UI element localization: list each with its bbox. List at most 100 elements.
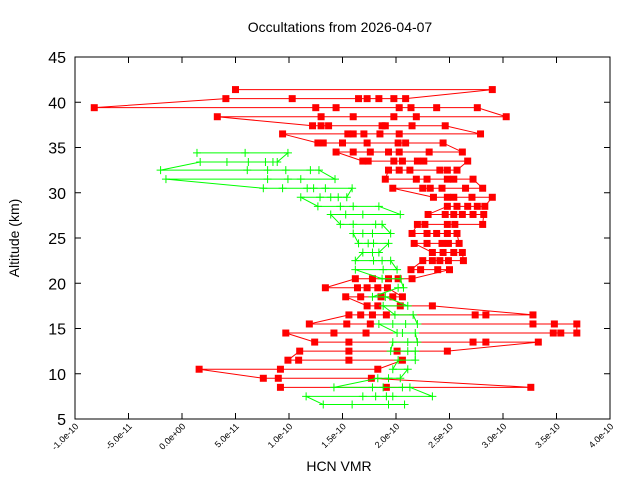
data-point	[429, 193, 437, 201]
data-point	[374, 365, 382, 373]
data-point	[296, 347, 304, 355]
data-point	[351, 265, 360, 274]
data-point	[196, 157, 205, 166]
data-point	[329, 383, 338, 392]
data-point	[390, 157, 398, 165]
data-point	[232, 86, 239, 94]
x-tick-label: 4.0e-10	[587, 421, 616, 450]
x-tick-label: 0.0e+00	[157, 421, 187, 451]
data-point	[276, 365, 284, 373]
data-point	[384, 374, 393, 383]
plot-border	[74, 56, 611, 420]
data-point	[406, 166, 414, 174]
data-point	[349, 229, 358, 238]
series-line	[160, 152, 433, 406]
data-point	[479, 184, 487, 192]
data-point	[573, 329, 581, 337]
data-point	[339, 139, 346, 147]
x-tick-label: 2.0e-10	[373, 421, 402, 450]
data-point	[443, 166, 451, 174]
data-point	[443, 175, 451, 183]
data-point	[413, 220, 421, 228]
data-point	[319, 139, 327, 147]
data-point	[462, 184, 470, 192]
data-point	[351, 275, 359, 283]
data-point	[349, 130, 357, 138]
data-point	[464, 157, 472, 165]
data-point	[363, 139, 371, 147]
data-point	[368, 248, 377, 257]
data-point	[334, 193, 343, 202]
y-tick-label: 10	[48, 367, 66, 384]
data-point	[482, 311, 490, 319]
data-point	[398, 293, 406, 301]
data-point	[388, 365, 397, 374]
data-point	[438, 184, 446, 192]
data-point	[349, 148, 357, 156]
data-point	[480, 210, 488, 218]
data-point	[394, 356, 403, 365]
data-point	[368, 275, 376, 283]
data-point	[311, 338, 319, 346]
data-point	[464, 202, 472, 210]
data-point	[366, 148, 374, 156]
data-point	[573, 320, 581, 328]
data-point	[450, 175, 458, 183]
data-point	[368, 383, 377, 392]
data-point	[438, 239, 446, 247]
data-point	[357, 311, 365, 319]
data-point	[351, 256, 360, 265]
data-point	[374, 319, 383, 328]
data-point	[369, 256, 378, 265]
data-point	[413, 338, 422, 347]
data-point	[441, 210, 449, 218]
data-point	[423, 229, 431, 237]
data-point	[488, 193, 496, 201]
data-point	[426, 184, 434, 192]
data-point	[450, 210, 458, 218]
data-point	[375, 95, 383, 103]
x-tick-label: 2.5e-10	[426, 421, 455, 450]
data-point	[458, 248, 466, 256]
data-point	[428, 248, 436, 256]
data-point	[425, 148, 433, 156]
data-point	[195, 365, 203, 373]
data-point	[393, 265, 402, 274]
data-point	[90, 104, 98, 112]
data-point	[374, 302, 382, 310]
data-point	[243, 166, 252, 175]
data-point	[423, 239, 431, 247]
data-point	[419, 257, 427, 265]
data-point	[443, 202, 451, 210]
data-point	[386, 229, 395, 238]
data-point	[336, 220, 345, 229]
data-point	[282, 329, 290, 337]
series-2	[156, 148, 437, 409]
data-point	[384, 239, 393, 248]
y-tick-label: 45	[48, 50, 66, 67]
data-point	[222, 95, 230, 103]
series-1	[90, 86, 581, 391]
y-tick-label: 40	[48, 95, 66, 112]
data-point	[305, 320, 313, 328]
data-point	[473, 104, 481, 112]
data-point	[417, 266, 425, 274]
data-point	[423, 175, 431, 183]
data-point	[441, 122, 449, 130]
data-point	[403, 301, 412, 310]
data-point	[330, 329, 338, 337]
data-point	[386, 256, 395, 265]
data-point	[398, 383, 407, 392]
data-point	[363, 284, 371, 292]
data-point	[527, 383, 535, 391]
data-point	[411, 347, 420, 356]
data-point	[469, 175, 477, 183]
y-tick-label: 15	[48, 322, 66, 339]
data-point	[481, 202, 489, 210]
data-point	[283, 175, 292, 184]
data-point	[398, 157, 406, 165]
chart-title: Occultations from 2026-04-07	[248, 19, 433, 35]
data-point	[319, 400, 328, 409]
data-point	[379, 265, 388, 274]
data-point	[309, 184, 318, 193]
